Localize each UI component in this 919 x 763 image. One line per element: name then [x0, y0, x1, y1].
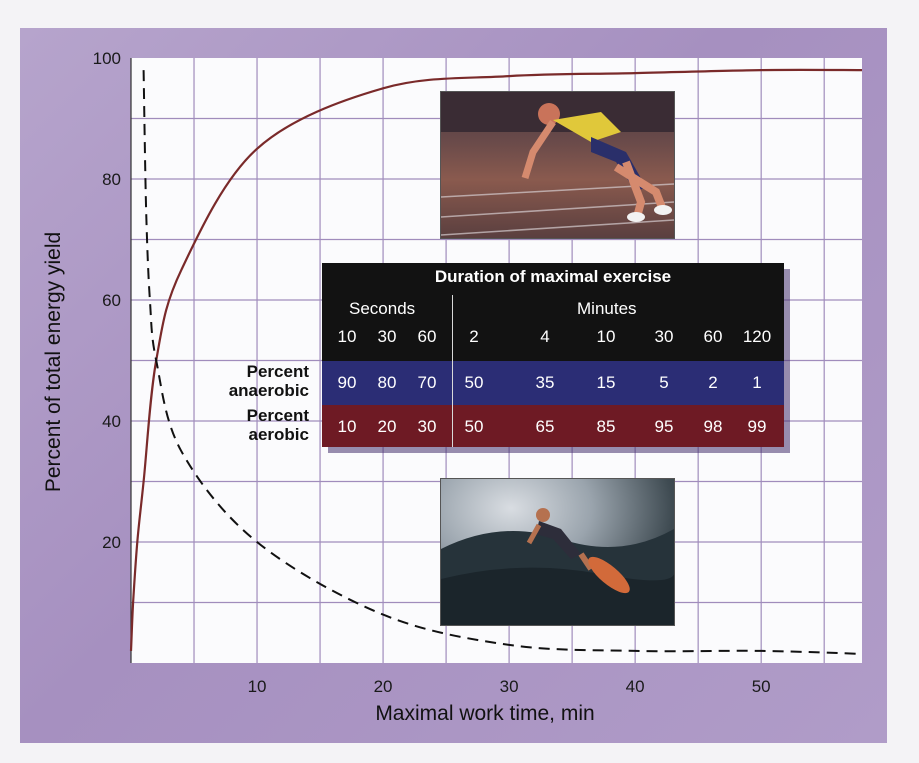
- x-tick-label: 50: [752, 677, 771, 696]
- anaerobic-row-label: Percent anaerobic: [205, 362, 309, 400]
- aerobic-curve: [129, 68, 863, 651]
- aerobic-cell: 85: [596, 417, 616, 436]
- aerobic-cell: 99: [747, 417, 767, 436]
- table-header-row: Seconds Minutes 10 30 60 2 4 10 30 60 12…: [322, 291, 784, 361]
- duration-label: 60: [417, 327, 437, 346]
- aerobic-cell: 50: [464, 417, 484, 436]
- y-tick-label: 60: [102, 291, 121, 310]
- y-tick-label: 40: [102, 412, 121, 431]
- aerobic-row-label: Percent aerobic: [205, 406, 309, 444]
- duration-label: 2: [469, 327, 479, 346]
- anaerobic-label-line2: anaerobic: [228, 381, 309, 400]
- duration-label: 10: [596, 327, 616, 346]
- anaerobic-cell: 80: [377, 373, 397, 392]
- anaerobic-row: 90 80 70 50 35 15 5 2 1: [322, 361, 784, 405]
- anaerobic-cell: 50: [464, 373, 484, 392]
- duration-label: 4: [540, 327, 550, 346]
- duration-label: 120: [742, 327, 772, 346]
- anaerobic-label-line1: Percent: [246, 362, 309, 381]
- x-tick-label: 20: [374, 677, 393, 696]
- sprinter-photo: [440, 91, 675, 239]
- table-divider: [452, 295, 453, 447]
- aerobic-cell: 65: [535, 417, 555, 436]
- anaerobic-curve: [142, 70, 863, 655]
- y-tick-label: 80: [102, 170, 121, 189]
- anaerobic-cell: 2: [708, 373, 718, 392]
- x-tick-label: 40: [626, 677, 645, 696]
- minutes-group-label: Minutes: [577, 299, 637, 318]
- aerobic-row: 10 20 30 50 65 85 95 98 99: [322, 405, 784, 447]
- anaerobic-cell: 35: [535, 373, 555, 392]
- y-tick-label: 20: [102, 533, 121, 552]
- anaerobic-cell: 5: [659, 373, 669, 392]
- x-tick-label: 10: [248, 677, 267, 696]
- aerobic-cell: 98: [703, 417, 723, 436]
- aerobic-cell: 95: [654, 417, 674, 436]
- duration-label: 30: [377, 327, 397, 346]
- aerobic-cell: 30: [417, 417, 437, 436]
- anaerobic-cell: 15: [596, 373, 616, 392]
- duration-label: 10: [337, 327, 357, 346]
- anaerobic-cell: 70: [417, 373, 437, 392]
- aerobic-label-line2: aerobic: [248, 425, 309, 444]
- anaerobic-cell: 90: [337, 373, 357, 392]
- x-tick-label: 30: [500, 677, 519, 696]
- duration-label: 60: [703, 327, 723, 346]
- anaerobic-cell: 1: [752, 373, 762, 392]
- x-axis-title: Maximal work time, min: [375, 702, 594, 725]
- table-title: Duration of maximal exercise: [322, 263, 784, 291]
- surfer-photo: [440, 478, 675, 626]
- aerobic-cell: 20: [377, 417, 397, 436]
- y-axis-title: Percent of total energy yield: [42, 232, 65, 492]
- duration-label: 30: [654, 327, 674, 346]
- seconds-group-label: Seconds: [349, 299, 416, 318]
- aerobic-cell: 10: [337, 417, 357, 436]
- y-tick-label: 100: [93, 49, 121, 68]
- exercise-duration-table: Duration of maximal exercise Seconds Min…: [322, 263, 784, 447]
- aerobic-label-line1: Percent: [246, 406, 309, 425]
